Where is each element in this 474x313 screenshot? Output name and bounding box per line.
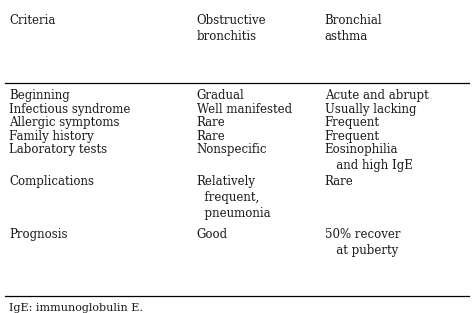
Text: Complications: Complications [9,175,94,188]
Text: 50% recover
   at puberty: 50% recover at puberty [325,228,400,258]
Text: Allergic symptoms: Allergic symptoms [9,116,120,129]
Text: Family history: Family history [9,130,94,143]
Text: Relatively
  frequent,
  pneumonia: Relatively frequent, pneumonia [197,175,270,220]
Text: Well manifested: Well manifested [197,103,292,116]
Text: Prognosis: Prognosis [9,228,68,242]
Text: Usually lacking: Usually lacking [325,103,416,116]
Text: Rare: Rare [325,175,354,188]
Text: Rare: Rare [197,130,226,143]
Text: Rare: Rare [197,116,226,129]
Text: Criteria: Criteria [9,14,56,27]
Text: Nonspecific: Nonspecific [197,143,267,156]
Text: Infectious syndrome: Infectious syndrome [9,103,131,116]
Text: Laboratory tests: Laboratory tests [9,143,108,156]
Text: Beginning: Beginning [9,89,70,102]
Text: Obstructive
bronchitis: Obstructive bronchitis [197,14,266,43]
Text: IgE: immunoglobulin E.: IgE: immunoglobulin E. [9,303,143,313]
Text: Eosinophilia
   and high IgE: Eosinophilia and high IgE [325,143,412,172]
Text: Frequent: Frequent [325,116,380,129]
Text: Bronchial
asthma: Bronchial asthma [325,14,383,43]
Text: Frequent: Frequent [325,130,380,143]
Text: Acute and abrupt: Acute and abrupt [325,89,428,102]
Text: Gradual: Gradual [197,89,245,102]
Text: Good: Good [197,228,228,242]
